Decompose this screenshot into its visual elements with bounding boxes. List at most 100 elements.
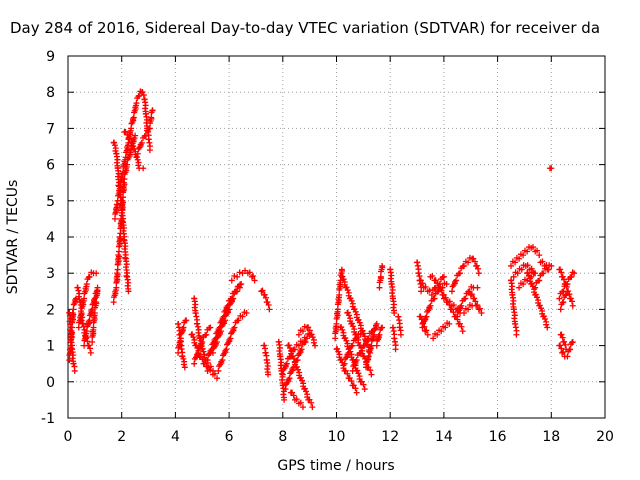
data-point <box>139 89 146 96</box>
data-point <box>211 370 218 377</box>
data-point <box>236 269 243 276</box>
data-point <box>83 281 90 288</box>
y-tick-label: 5 <box>46 194 55 210</box>
data-point <box>559 273 566 280</box>
data-point <box>352 308 359 315</box>
data-point <box>299 328 306 335</box>
data-point <box>93 270 100 277</box>
data-point <box>136 92 143 99</box>
data-point <box>524 269 531 276</box>
data-point <box>390 327 397 334</box>
x-tick-label: 8 <box>278 429 287 445</box>
data-point <box>342 367 349 374</box>
data-point <box>194 320 201 327</box>
data-point <box>391 335 398 342</box>
data-point <box>540 270 547 277</box>
data-point <box>474 284 481 291</box>
data-point <box>142 132 149 139</box>
data-point <box>305 324 312 331</box>
data-point <box>571 270 578 277</box>
data-point <box>475 265 482 272</box>
data-point <box>440 273 447 280</box>
data-point <box>524 248 531 255</box>
data-point <box>512 320 519 327</box>
data-point <box>430 335 437 342</box>
data-point <box>414 259 421 266</box>
data-point <box>478 310 485 317</box>
data-point <box>310 339 317 346</box>
data-point <box>140 165 147 172</box>
data-point <box>525 272 532 279</box>
data-point <box>457 270 464 277</box>
y-tick-label: 9 <box>46 49 55 65</box>
data-point <box>293 363 300 370</box>
data-point <box>465 259 472 266</box>
data-point <box>289 389 296 396</box>
data-point <box>429 273 436 280</box>
data-point <box>66 357 73 364</box>
data-point <box>234 288 241 295</box>
data-point <box>431 295 438 302</box>
data-point <box>513 331 520 338</box>
data-point <box>564 353 571 360</box>
data-point <box>376 331 383 338</box>
y-tick-label: 6 <box>46 158 55 174</box>
data-point <box>71 367 78 374</box>
x-tick-label: 20 <box>596 429 614 445</box>
data-point <box>120 168 127 175</box>
y-tick-label: -1 <box>41 411 55 427</box>
data-point <box>471 258 478 265</box>
data-point <box>291 346 298 353</box>
data-point <box>332 335 339 342</box>
data-point <box>283 360 290 367</box>
data-point <box>132 132 139 139</box>
data-point <box>355 370 362 377</box>
data-point <box>265 302 272 309</box>
data-point <box>467 291 474 298</box>
x-tick-label: 12 <box>381 429 399 445</box>
data-point <box>290 392 297 399</box>
data-point <box>214 375 221 382</box>
data-point <box>309 334 316 341</box>
data-point <box>207 367 214 374</box>
data-point <box>367 367 374 374</box>
data-point <box>422 328 429 335</box>
data-point <box>520 281 527 288</box>
data-points <box>66 88 578 411</box>
data-point <box>183 317 190 324</box>
data-point <box>294 366 301 373</box>
data-point <box>117 183 124 190</box>
data-point <box>196 334 203 341</box>
data-point <box>348 320 355 327</box>
data-point <box>309 404 316 411</box>
data-point <box>122 154 129 161</box>
data-point <box>396 324 403 331</box>
x-axis-label: GPS time / hours <box>277 458 394 474</box>
data-point <box>302 338 309 345</box>
data-point <box>239 313 246 320</box>
data-point <box>87 345 94 352</box>
data-point <box>306 396 313 403</box>
data-point <box>336 291 343 298</box>
data-point <box>175 320 182 327</box>
data-point <box>308 399 315 406</box>
data-point <box>532 284 539 291</box>
data-point <box>94 284 101 291</box>
data-point <box>86 273 93 280</box>
data-point <box>473 262 480 269</box>
data-point <box>568 273 575 280</box>
data-point <box>474 301 481 308</box>
data-point <box>419 280 426 287</box>
data-point <box>146 147 153 154</box>
data-point <box>192 310 199 317</box>
data-point <box>558 345 565 352</box>
data-point <box>514 270 521 277</box>
data-point <box>396 317 403 324</box>
data-point <box>122 128 129 135</box>
data-point <box>543 262 550 269</box>
data-point <box>566 291 573 298</box>
data-point <box>266 306 273 313</box>
data-point <box>569 298 576 305</box>
data-point <box>556 295 563 302</box>
data-point <box>295 331 302 338</box>
